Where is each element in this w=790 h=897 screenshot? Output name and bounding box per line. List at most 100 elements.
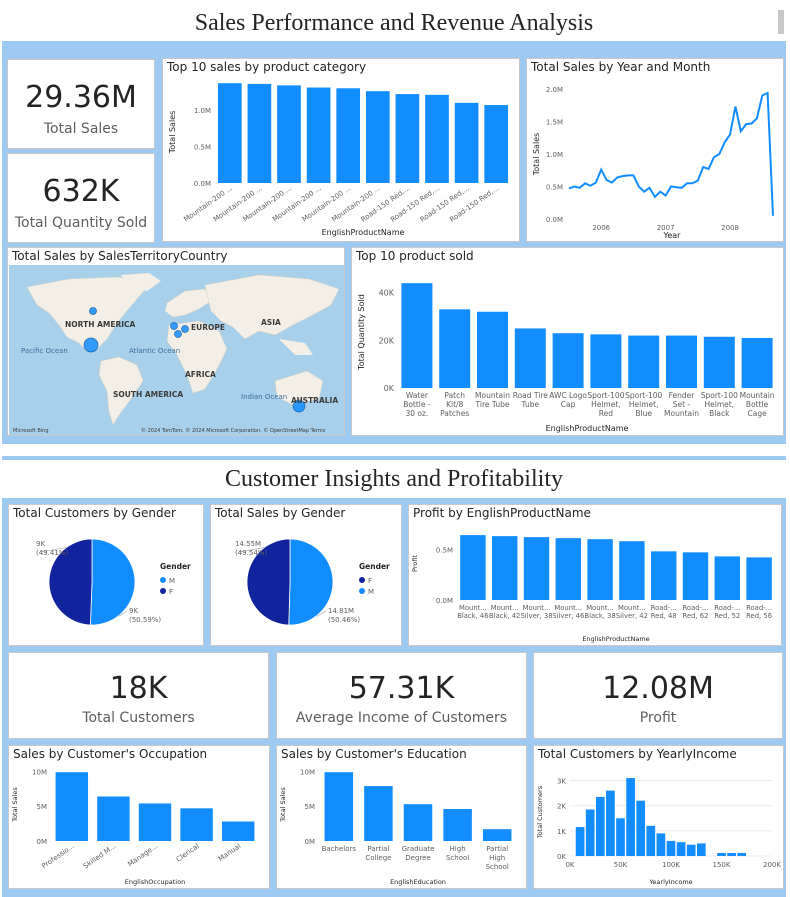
bar[interactable]: [55, 772, 89, 841]
bar[interactable]: [626, 778, 635, 856]
bar[interactable]: [619, 541, 645, 600]
bar[interactable]: [217, 83, 242, 183]
chart-title: Total Customers by Gender: [13, 506, 176, 520]
bubble-germany[interactable]: [181, 325, 189, 333]
kpi-value: 632K: [42, 174, 120, 209]
bar[interactable]: [552, 333, 584, 388]
x-tick-label: Silver, 42: [616, 612, 648, 620]
bar[interactable]: [555, 538, 582, 600]
legend-marker: [160, 588, 166, 594]
x-tick-label: Silver, 46: [552, 612, 584, 620]
bar[interactable]: [666, 335, 697, 388]
bar[interactable]: [477, 311, 508, 388]
bar[interactable]: [336, 88, 361, 183]
bar[interactable]: [439, 309, 471, 388]
bar[interactable]: [221, 821, 255, 841]
chart-top10-sold[interactable]: Top 10 product sold 0K 20K 40K Water Bottle …: [351, 247, 784, 436]
bar[interactable]: [514, 328, 546, 388]
bar[interactable]: [682, 552, 709, 600]
chart-education[interactable]: Sales by Customer's Education 0M 5M 10M Bac…: [276, 745, 527, 889]
bar[interactable]: [703, 336, 735, 388]
x-tick-label: Helmet,: [591, 400, 621, 409]
y-tick-label: 0.0M: [436, 597, 453, 605]
y-tick-label: 1.5M: [546, 119, 563, 127]
bar[interactable]: [585, 809, 595, 856]
y-tick-label: 40K: [379, 289, 395, 298]
x-tick-label: Helmet,: [629, 400, 659, 409]
bar[interactable]: [746, 557, 772, 600]
bar[interactable]: [676, 842, 686, 856]
bar[interactable]: [482, 829, 512, 841]
bar[interactable]: [401, 283, 433, 388]
bar[interactable]: [590, 334, 622, 388]
bar[interactable]: [636, 800, 646, 856]
bar[interactable]: [306, 87, 331, 183]
chart-sales-gender[interactable]: Total Sales by Gender 14.81M (50.46%) 14.5…: [210, 504, 402, 646]
bar[interactable]: [686, 844, 696, 856]
bar[interactable]: [741, 337, 773, 388]
bar[interactable]: [247, 83, 272, 183]
pie-slice[interactable]: [48, 538, 93, 626]
map-credit[interactable]: © 2024 TomTom, © 2024 Microsoft Corporat…: [141, 427, 326, 434]
data-label: 14.55M: [235, 540, 261, 548]
bar[interactable]: [277, 85, 301, 183]
pie-slice[interactable]: [246, 538, 291, 626]
chart-customers-gender[interactable]: Total Customers by Gender 9K (50.59%) 9K (4…: [8, 504, 204, 646]
bar[interactable]: [454, 102, 479, 183]
chart-yearly-income[interactable]: Total Customers by YearlyIncome 0K 1K 2K 3K…: [533, 745, 784, 889]
bar[interactable]: [180, 808, 213, 841]
chart-profit-product[interactable]: Profit by EnglishProductName 0.0M 0.5M Mou…: [408, 504, 782, 646]
x-tick-label: Mount...: [586, 604, 614, 612]
bar[interactable]: [696, 843, 706, 856]
bar[interactable]: [138, 803, 172, 841]
series-line[interactable]: [568, 91, 774, 216]
pie-slice[interactable]: [288, 538, 334, 626]
bubble-france[interactable]: [174, 330, 182, 338]
bar[interactable]: [616, 818, 625, 856]
bar[interactable]: [425, 94, 449, 183]
bar[interactable]: [395, 94, 420, 183]
world-map[interactable]: NORTH AMERICA EUROPE ASIA AFRICA SOUTH A…: [9, 265, 345, 435]
bar[interactable]: [403, 804, 433, 841]
chart-occupation[interactable]: Sales by Customer's Occupation 0M 5M 10M Pr…: [8, 745, 270, 889]
map-label: NORTH AMERICA: [65, 320, 136, 329]
bar[interactable]: [460, 535, 486, 600]
bar[interactable]: [650, 551, 677, 600]
x-tick-label: Manage...: [126, 842, 159, 868]
x-axis-title: YearlyIncome: [648, 878, 692, 886]
bar[interactable]: [491, 536, 518, 600]
bar[interactable]: [484, 105, 509, 183]
bar[interactable]: [364, 786, 393, 841]
bar[interactable]: [717, 852, 726, 856]
bubble-united-kingdom[interactable]: [170, 322, 178, 330]
bar[interactable]: [714, 556, 741, 600]
chart-top10-category[interactable]: Top 10 sales by product category 0.0M 0.5…: [162, 58, 520, 242]
bar[interactable]: [365, 91, 390, 183]
bar[interactable]: [97, 796, 130, 841]
bar[interactable]: [324, 772, 354, 841]
bar[interactable]: [443, 809, 472, 841]
bar[interactable]: [666, 840, 676, 856]
data-label: (49.41%): [36, 549, 68, 557]
bar[interactable]: [523, 537, 550, 600]
data-label: (50.46%): [328, 616, 360, 624]
bar[interactable]: [628, 335, 660, 388]
bar[interactable]: [606, 790, 615, 856]
pie-slice[interactable]: [89, 538, 136, 626]
bubble-canada[interactable]: [89, 307, 97, 315]
bar[interactable]: [727, 852, 736, 856]
chart-year-month[interactable]: Total Sales by Year and Month 0.0M 0.5M 1.…: [526, 58, 784, 242]
map-card[interactable]: Total Sales by SalesTerritoryCountry: [7, 247, 345, 436]
bar[interactable]: [656, 833, 666, 856]
y-tick-label: 0.0M: [546, 216, 563, 224]
bar[interactable]: [646, 825, 656, 856]
bar[interactable]: [575, 827, 585, 856]
bubble-australia[interactable]: [292, 399, 306, 413]
bar[interactable]: [737, 852, 747, 856]
x-tick-label: Red, 52: [714, 612, 740, 620]
bar[interactable]: [595, 796, 605, 856]
ocean-label: Pacific Ocean: [21, 347, 68, 355]
scrollbar-thumb[interactable]: [778, 10, 784, 34]
bar[interactable]: [587, 539, 613, 600]
bubble-united-states[interactable]: [83, 337, 99, 353]
